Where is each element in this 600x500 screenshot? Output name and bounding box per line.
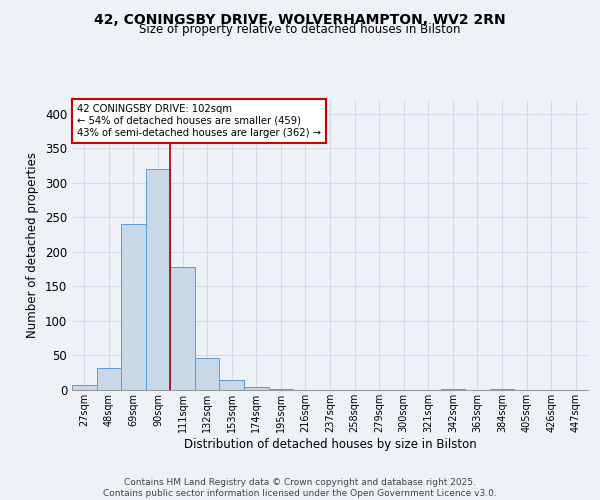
Bar	[244, 387, 269, 390]
Bar	[490, 388, 514, 390]
Text: 42 CONINGSBY DRIVE: 102sqm
← 54% of detached houses are smaller (459)
43% of sem: 42 CONINGSBY DRIVE: 102sqm ← 54% of deta…	[77, 104, 321, 138]
Bar	[121, 224, 146, 390]
Text: Contains HM Land Registry data © Crown copyright and database right 2025.
Contai: Contains HM Land Registry data © Crown c…	[103, 478, 497, 498]
Text: Size of property relative to detached houses in Bilston: Size of property relative to detached ho…	[139, 22, 461, 36]
Bar	[170, 267, 195, 390]
Bar	[146, 169, 170, 390]
Bar	[72, 385, 97, 390]
X-axis label: Distribution of detached houses by size in Bilston: Distribution of detached houses by size …	[184, 438, 476, 450]
Y-axis label: Number of detached properties: Number of detached properties	[26, 152, 40, 338]
Bar	[220, 380, 244, 390]
Bar	[97, 368, 121, 390]
Bar	[195, 358, 220, 390]
Bar	[269, 388, 293, 390]
Text: 42, CONINGSBY DRIVE, WOLVERHAMPTON, WV2 2RN: 42, CONINGSBY DRIVE, WOLVERHAMPTON, WV2 …	[94, 12, 506, 26]
Bar	[440, 388, 465, 390]
